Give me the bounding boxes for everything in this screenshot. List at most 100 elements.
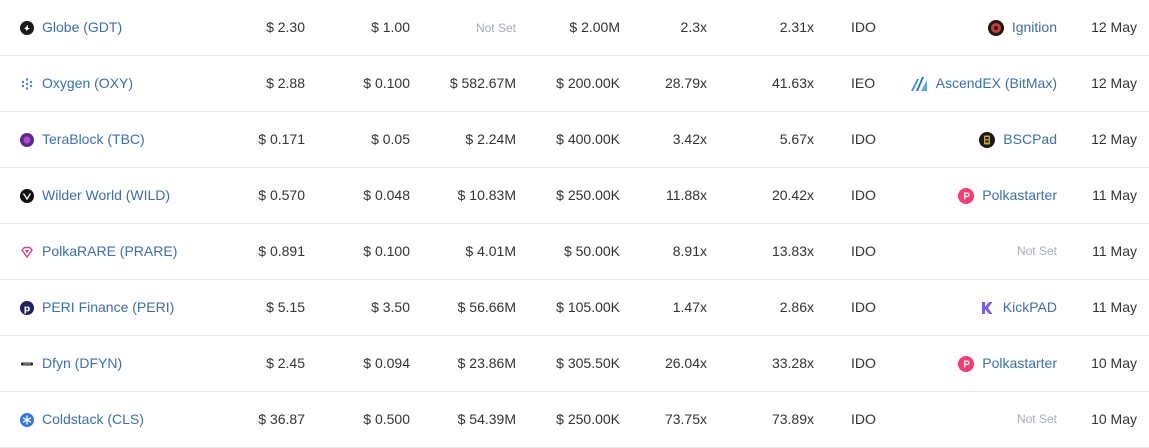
wilder-world-logo-icon	[20, 188, 34, 203]
market-cap-cell-value: $ 54.39M	[457, 411, 516, 427]
table-row: DFYN Dfyn (DFYN) $ 2.45 $ 0.094 $ 23.86M $ 30…	[0, 336, 1149, 392]
table-row: TeraBlock (TBC) $ 0.171 $ 0.05 $ 2.24M $ 400…	[0, 112, 1149, 168]
roi-current-cell-value: 28.79x	[664, 75, 707, 91]
sale-date-cell: 12 May	[1091, 19, 1137, 35]
globe-logo-icon	[20, 20, 34, 35]
market-cap-cell: $ 582.67M	[406, 56, 516, 111]
peri-finance-logo-icon: p	[20, 300, 34, 315]
project-name-link[interactable]: Wilder World (WILD)	[42, 187, 171, 203]
market-cap-cell-value: $ 10.83M	[457, 187, 516, 203]
launchpad-not-set: Not Set	[1016, 244, 1057, 258]
sale-date-cell: 11 May	[1092, 187, 1137, 203]
launchpad-link[interactable]: Polkastarter	[982, 187, 1057, 203]
roi-current-cell-value: 1.47x	[672, 299, 707, 315]
kickpad-icon	[979, 300, 995, 316]
roi-ath-cell: 33.28x	[734, 336, 814, 391]
current-price-cell-value: $ 2.88	[266, 75, 305, 91]
sale-type-cell: IDO	[851, 411, 876, 427]
roi-current-cell: 26.04x	[627, 336, 707, 391]
market-cap-cell-value: $ 582.67M	[449, 75, 516, 91]
roi-ath-cell: 13.83x	[734, 224, 814, 279]
ico-price-cell-value: $ 3.50	[371, 299, 410, 315]
ico-price-cell: $ 0.500	[320, 392, 410, 447]
current-price-cell: $ 2.45	[215, 336, 305, 391]
project-name-link[interactable]: Coldstack (CLS)	[42, 411, 144, 427]
oxygen-logo-icon	[20, 77, 34, 91]
project-name-link[interactable]: PolkaRARE (PRARE)	[42, 243, 178, 259]
sale-type-cell: IDO	[851, 19, 876, 35]
current-price-cell: $ 0.891	[215, 224, 305, 279]
launchpad-link[interactable]: AscendEX (BitMax)	[935, 75, 1057, 91]
market-cap-cell: $ 23.86M	[406, 336, 516, 391]
ico-price-cell: $ 0.100	[320, 56, 410, 111]
roi-ath-cell-value: 13.83x	[771, 243, 814, 259]
current-price-cell: $ 36.87	[215, 392, 305, 447]
ascendex-icon	[910, 76, 928, 92]
project-name-link[interactable]: Dfyn (DFYN)	[42, 355, 123, 371]
ico-price-cell: $ 0.094	[320, 336, 410, 391]
roi-ath-cell: 2.86x	[734, 280, 814, 335]
project-name-cell: Oxygen (OXY)	[20, 56, 133, 111]
launchpad-cell: Polkastarter	[837, 336, 1057, 391]
total-raise-cell-value: $ 200.00K	[556, 75, 620, 91]
ico-price-cell: $ 0.05	[320, 112, 410, 167]
project-name-cell: Globe (GDT)	[20, 0, 122, 55]
launchpad-link[interactable]: Polkastarter	[982, 355, 1057, 371]
roi-ath-cell-value: 41.63x	[771, 75, 814, 91]
sale-type-cell: IDO	[851, 299, 876, 315]
roi-ath-cell: 73.89x	[734, 392, 814, 447]
table-row: p PERI Finance (PERI) $ 5.15 $ 3.50 $ 56.66M…	[0, 280, 1149, 336]
market-cap-cell-value: Not Set	[475, 21, 516, 35]
current-price-cell-value: $ 0.171	[258, 131, 305, 147]
launchpad-link[interactable]: BSCPad	[1003, 131, 1057, 147]
project-name-link[interactable]: TeraBlock (TBC)	[42, 131, 145, 147]
project-name-cell: DFYN Dfyn (DFYN)	[20, 336, 122, 391]
table-row: Globe (GDT) $ 2.30 $ 1.00 Not Set $ 2.00M 2.3…	[0, 0, 1149, 56]
current-price-cell-value: $ 36.87	[258, 411, 305, 427]
roi-ath-cell-value: 5.67x	[779, 131, 814, 147]
current-price-cell-value: $ 0.891	[258, 243, 305, 259]
roi-ath-cell-value: 73.89x	[771, 411, 814, 427]
market-cap-cell: $ 10.83M	[406, 168, 516, 223]
project-name-link[interactable]: Globe (GDT)	[42, 19, 123, 35]
total-raise-cell-value: $ 400.00K	[556, 131, 620, 147]
svg-text:DFYN: DFYN	[23, 362, 30, 366]
project-name-link[interactable]: Oxygen (OXY)	[42, 75, 134, 91]
sale-date-cell: 12 May	[1091, 75, 1137, 91]
current-price-cell-value: $ 2.30	[266, 19, 305, 35]
current-price-cell-value: $ 2.45	[266, 355, 305, 371]
roi-current-cell: 73.75x	[627, 392, 707, 447]
current-price-cell: $ 0.570	[215, 168, 305, 223]
project-name-cell: TeraBlock (TBC)	[20, 112, 145, 167]
ico-price-cell-value: $ 0.094	[363, 355, 410, 371]
roi-ath-cell: 20.42x	[734, 168, 814, 223]
sale-type-cell: IDO	[851, 187, 876, 203]
svg-text:p: p	[24, 304, 31, 314]
sale-type-cell: IDO	[851, 131, 876, 147]
project-name-link[interactable]: PERI Finance (PERI)	[42, 299, 175, 315]
total-raise-cell: $ 105.00K	[510, 280, 620, 335]
sale-type-cell: IDO	[851, 355, 876, 371]
table-row: Coldstack (CLS) $ 36.87 $ 0.500 $ 54.39M $ 2…	[0, 392, 1149, 448]
polkastarter-icon	[958, 355, 975, 372]
market-cap-cell: $ 4.01M	[406, 224, 516, 279]
market-cap-cell: $ 2.24M	[406, 112, 516, 167]
ico-price-cell: $ 0.100	[320, 224, 410, 279]
launchpad-link[interactable]: KickPAD	[1002, 299, 1057, 315]
launchpad-link[interactable]: Ignition	[1011, 19, 1057, 35]
total-raise-cell-value: $ 250.00K	[556, 411, 620, 427]
roi-current-cell-value: 8.91x	[672, 243, 707, 259]
current-price-cell: $ 5.15	[215, 280, 305, 335]
current-price-cell: $ 2.88	[215, 56, 305, 111]
dfyn-logo-icon: DFYN	[20, 357, 34, 371]
roi-current-cell: 1.47x	[627, 280, 707, 335]
sale-date-cell: 10 May	[1091, 411, 1137, 427]
polkastarter-icon	[958, 187, 975, 204]
market-cap-cell-value: $ 56.66M	[457, 299, 516, 315]
total-raise-cell-value: $ 2.00M	[569, 19, 620, 35]
total-raise-cell-value: $ 105.00K	[556, 299, 620, 315]
sale-type-cell: IEO	[851, 75, 876, 91]
total-raise-cell-value: $ 305.50K	[556, 355, 620, 371]
ico-price-cell: $ 3.50	[320, 280, 410, 335]
roi-current-cell: 2.3x	[627, 0, 707, 55]
